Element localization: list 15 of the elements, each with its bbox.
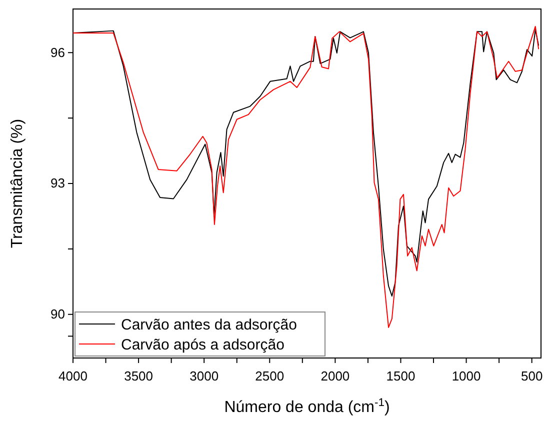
x-tick-label: 4000 [58, 368, 88, 384]
y-tick-label: 93 [50, 176, 65, 191]
x-tick-label: 2500 [255, 368, 284, 384]
x-tick-label: 500 [520, 368, 543, 384]
x-tick-label: 1000 [452, 368, 481, 384]
y-axis-title: Transmitância (%) [9, 118, 26, 248]
y-tick-label: 90 [50, 306, 65, 322]
x-tick-label: 3500 [124, 368, 154, 384]
y-tick-label: 96 [50, 44, 65, 60]
x-tick-label: 3000 [190, 368, 219, 384]
x-tick-label: 1500 [386, 368, 416, 384]
legend-label: Carvão após a adsorção [121, 336, 284, 354]
x-tick-label: 2000 [320, 368, 350, 384]
x-axis-title: Número de onda (cm$^{-1}$) [224, 397, 390, 416]
legend-label: Carvão antes da adsorção [121, 316, 297, 334]
